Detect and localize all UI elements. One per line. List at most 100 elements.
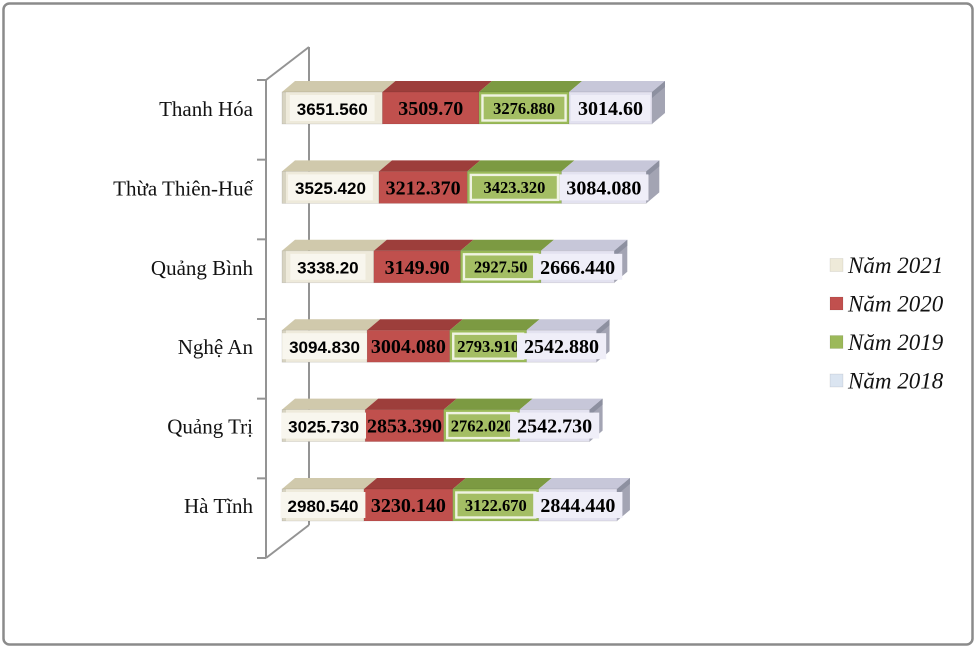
bar-segment (364, 409, 444, 442)
bar-end-cap-corner (616, 478, 630, 495)
bar-value-label: 3423.320 (483, 178, 545, 197)
bar-value-label: 2542.730 (517, 416, 592, 438)
value-label-box (533, 253, 623, 280)
bar-segment-top-face (378, 160, 481, 172)
value-label-box (452, 332, 525, 360)
bar-segment-top-face (519, 398, 603, 410)
legend-swatch-icon (829, 258, 844, 272)
bar-segment-top-face (443, 398, 533, 410)
bar-value-label: 3509.70 (398, 98, 463, 120)
axis-top-depth-line (265, 46, 310, 81)
bar-row-3: 3338.20 3149.90 2927.50 2666.440 (281, 239, 628, 284)
legend-label: Năm 2019 (847, 330, 944, 355)
bar-left-edge-shade (282, 171, 286, 204)
bar-row-5: 3025.730 2853.390 2762.020 2542.730 (281, 398, 603, 442)
bar-segment-top-face (282, 478, 377, 489)
value-label-box (533, 492, 623, 518)
bar-left-edge-shade (282, 250, 286, 283)
bar-end-cap-corner (646, 160, 660, 178)
value-label-box (570, 95, 651, 121)
legend-label: Năm 2020 (847, 292, 944, 317)
bar-segment-top-face (367, 319, 463, 331)
bar-value-label: 2980.540 (288, 497, 359, 516)
bar-segment-top-face (561, 160, 660, 172)
bar-row-1: 3651.560 3509.70 3276.880 3014.60 (281, 81, 665, 125)
legend-item: Năm 2019 (829, 330, 944, 355)
bar-value-label: 3276.880 (493, 99, 555, 118)
bar-value-label: 3651.560 (297, 100, 368, 119)
axis-bottom-depth-line (265, 524, 310, 559)
bar-end-cap-corner (596, 319, 610, 337)
value-label-box (289, 95, 375, 121)
bar-segment-top-face (382, 81, 492, 92)
bar-value-label: 2762.020 (451, 416, 513, 435)
legend-item: Năm 2020 (829, 292, 944, 317)
legend-label: Năm 2021 (847, 253, 943, 278)
bar-value-label: 3004.080 (371, 336, 446, 358)
value-label-box (469, 173, 560, 202)
bar-value-label: 2853.390 (367, 416, 442, 438)
bar-value-label: 2844.440 (540, 495, 615, 517)
bar-end-cap-corner (589, 398, 603, 416)
bar-value-label: 2666.440 (540, 257, 615, 279)
legend-swatch-icon (829, 335, 844, 349)
value-label-box (290, 253, 366, 280)
bar-value-label: 3338.20 (297, 259, 358, 278)
bar-value-label: 2542.880 (524, 336, 599, 358)
bar-segment-top-face (282, 398, 379, 410)
bar-value-label: 3094.830 (289, 338, 360, 357)
value-label-box (481, 94, 567, 122)
category-label: Thanh Hóa (159, 97, 254, 121)
value-label-box (281, 412, 367, 439)
bar-value-label: 3149.90 (385, 257, 450, 279)
category-label: Hà Tĩnh (184, 494, 254, 518)
bar-segment-top-face (538, 478, 630, 489)
bar-segment-top-face (526, 319, 610, 331)
bar-segment-top-face (282, 81, 396, 92)
bar-segment-top-face (282, 239, 387, 251)
legend-item: Năm 2018 (829, 369, 944, 394)
category-axis (257, 46, 310, 559)
bar-segment (382, 91, 480, 125)
bar-segment-top-face (373, 239, 474, 251)
bar-value-label: 3084.080 (566, 177, 641, 199)
legend: Năm 2021 Năm 2020 Năm 2019 Năm 2018 (829, 253, 944, 394)
value-label-box (516, 333, 607, 360)
value-label-box (559, 174, 649, 201)
bar-row-2: 3525.420 3212.370 3423.320 3084.080 (281, 160, 660, 204)
bar-segment-top-face (282, 319, 381, 331)
bar-value-label: 3122.670 (465, 496, 527, 515)
bar-end-cap-corner (652, 81, 665, 98)
legend-label: Năm 2018 (847, 369, 944, 394)
value-label-box (282, 333, 367, 360)
bar-value-label: 2927.50 (474, 258, 528, 277)
bar-segment-top-face (365, 398, 457, 410)
value-label-box (510, 412, 600, 439)
bar-segment (366, 329, 451, 363)
legend-swatch-icon (829, 296, 844, 311)
bar-end-cap-corner (614, 239, 628, 257)
bar-segment-top-face (449, 319, 540, 331)
category-label: Quảng Bình (151, 256, 254, 280)
value-label-box (288, 174, 373, 201)
bar-value-label: 3014.60 (578, 98, 643, 120)
bar-value-label: 3230.140 (371, 495, 446, 517)
bar-segment (363, 488, 454, 522)
bar-segment-top-face (569, 81, 665, 92)
bar-segment-top-face (540, 239, 628, 251)
value-label-box (280, 492, 366, 518)
bar-value-label: 3025.730 (288, 417, 359, 436)
bar-segment (373, 250, 461, 284)
bar-segment-top-face (452, 478, 552, 489)
value-label-box (462, 253, 539, 281)
bar-segment-top-face (363, 478, 466, 489)
bar-value-label: 3212.370 (386, 177, 461, 199)
bar-row-6: 2980.540 3230.140 3122.670 2844.440 (280, 478, 630, 522)
legend-item: Năm 2021 (829, 253, 943, 278)
legend-swatch-icon (829, 373, 844, 388)
bar-segment-top-face (460, 239, 554, 251)
bar-segment-top-face (282, 160, 392, 172)
bar-row-4: 3094.830 3004.080 2793.910 2542.880 (281, 319, 610, 363)
